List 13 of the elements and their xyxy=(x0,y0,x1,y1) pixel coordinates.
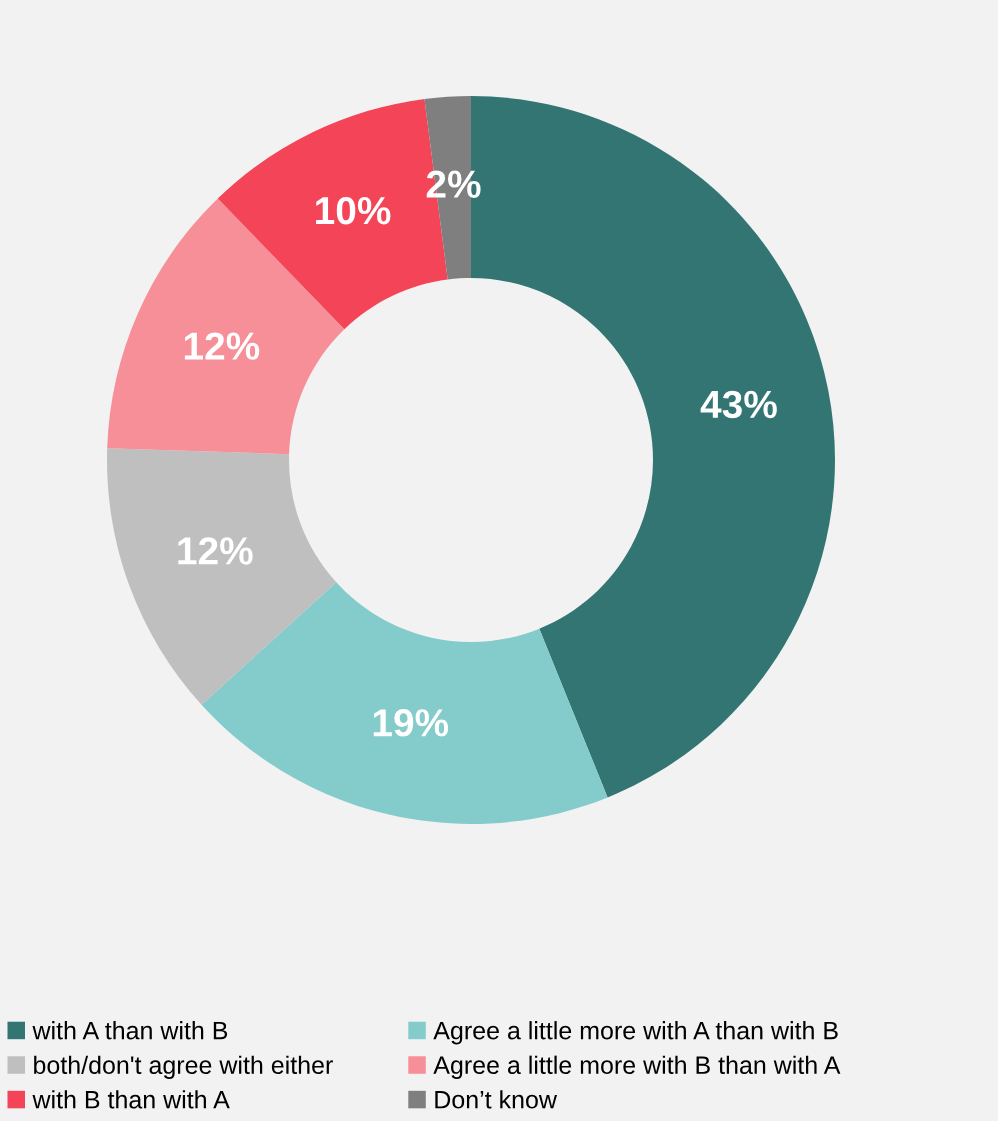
legend-label: Don’t know xyxy=(435,1090,558,1109)
data-label: 12% xyxy=(178,537,253,565)
data-label: 10% xyxy=(316,196,391,225)
legend-label: with B than with A xyxy=(32,1090,230,1109)
data-label: 12% xyxy=(184,332,260,360)
legend-label: Agree a little more with B than with A xyxy=(433,1055,841,1079)
donut-slice xyxy=(107,448,337,705)
legend-label: both/don't agree with either xyxy=(34,1055,333,1079)
legend-label: with A than with B xyxy=(32,1021,228,1040)
legend-label: Agree a little more with A than with B xyxy=(433,1021,838,1045)
donut-slice xyxy=(201,582,608,824)
data-label: 43% xyxy=(700,390,777,419)
data-label: 19% xyxy=(373,709,449,737)
